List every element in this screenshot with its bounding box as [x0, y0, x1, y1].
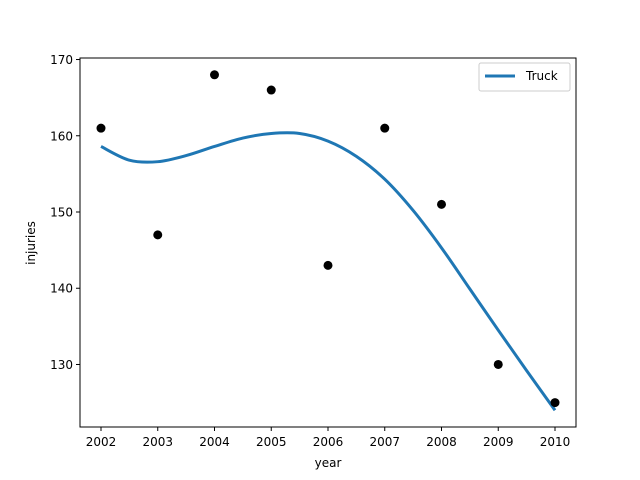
plot-area — [80, 58, 576, 427]
data-point — [209, 70, 219, 80]
data-point — [550, 398, 560, 408]
legend-label: Truck — [525, 69, 558, 83]
x-tick-label: 2005 — [256, 435, 287, 449]
x-tick-label: 2006 — [313, 435, 344, 449]
data-point — [266, 85, 276, 95]
x-tick-label: 2004 — [199, 435, 230, 449]
legend: Truck — [478, 62, 571, 92]
legend-box — [478, 62, 571, 92]
x-tick-label: 2002 — [86, 435, 117, 449]
data-point — [96, 123, 106, 133]
y-axis-label: injuries — [24, 221, 38, 265]
x-tick-label: 2010 — [540, 435, 571, 449]
y-tick-label: 150 — [50, 206, 73, 220]
x-tick-label: 2007 — [369, 435, 400, 449]
y-tick-label: 140 — [50, 282, 73, 296]
y-tick-label: 160 — [50, 129, 73, 143]
fit-line-layer — [100, 131, 557, 412]
data-points-layer — [96, 70, 560, 408]
y-axis-ticks: 130 140 150 160 170 — [50, 53, 80, 372]
x-tick-label: 2009 — [483, 435, 514, 449]
x-axis-label: year — [315, 456, 342, 470]
fit-line-truck — [100, 131, 557, 412]
y-tick-label: 130 — [50, 358, 73, 372]
x-tick-label: 2008 — [426, 435, 457, 449]
data-point — [437, 199, 447, 209]
x-tick-label: 2003 — [142, 435, 173, 449]
data-point — [493, 359, 503, 369]
x-axis-ticks: 2002 2003 2004 2005 2006 2007 2008 2009 2010 — [86, 427, 571, 449]
data-point — [323, 260, 333, 270]
data-point — [380, 123, 390, 133]
data-point — [153, 230, 163, 240]
y-tick-label: 170 — [50, 53, 73, 67]
